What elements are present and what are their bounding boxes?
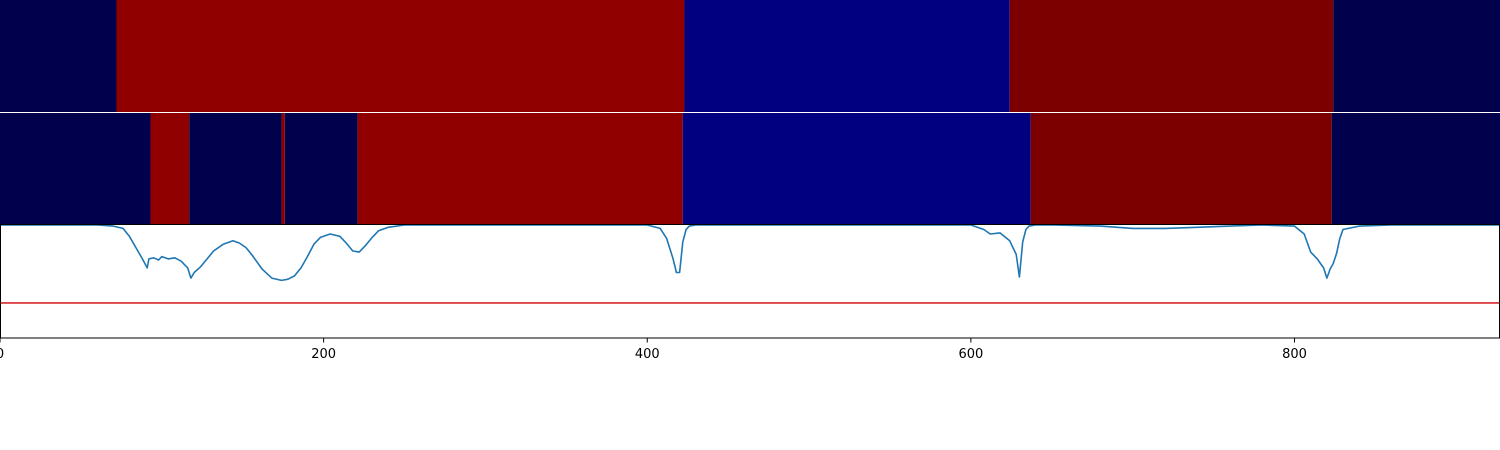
band-bottom-segment-7	[1030, 113, 1332, 225]
band-bottom-segment-2	[189, 113, 282, 225]
band-bottom-segment-4	[284, 113, 358, 225]
band-top-segment-2	[684, 0, 1010, 112]
band-top-segment-0	[0, 0, 117, 112]
band-top-segment-1	[116, 0, 685, 112]
x-tick-label-2: 400	[635, 347, 660, 362]
band-bottom-segment-5	[357, 113, 683, 225]
x-tick-label-4: 800	[1282, 347, 1307, 362]
band-bottom-segment-3	[281, 113, 285, 225]
line-panel	[0, 224, 1500, 339]
x-axis: 0 200 400 600 800	[0, 338, 1307, 362]
line-panel-background	[0, 225, 1500, 338]
band-top-segment-4	[1333, 0, 1500, 112]
band-top	[0, 0, 1500, 112]
x-tick-label-1: 200	[311, 347, 336, 362]
band-bottom-segment-0	[0, 113, 151, 225]
band-top-segment-3	[1009, 0, 1334, 112]
band-bottom	[0, 112, 1500, 225]
x-tick-label-0: 0	[0, 347, 4, 362]
band-bottom-segment-6	[682, 113, 1031, 225]
band-bottom-segment-1	[150, 113, 190, 225]
band-separator	[0, 112, 1500, 113]
band-bottom-segment-8	[1331, 113, 1500, 225]
x-tick-label-3: 600	[958, 347, 983, 362]
